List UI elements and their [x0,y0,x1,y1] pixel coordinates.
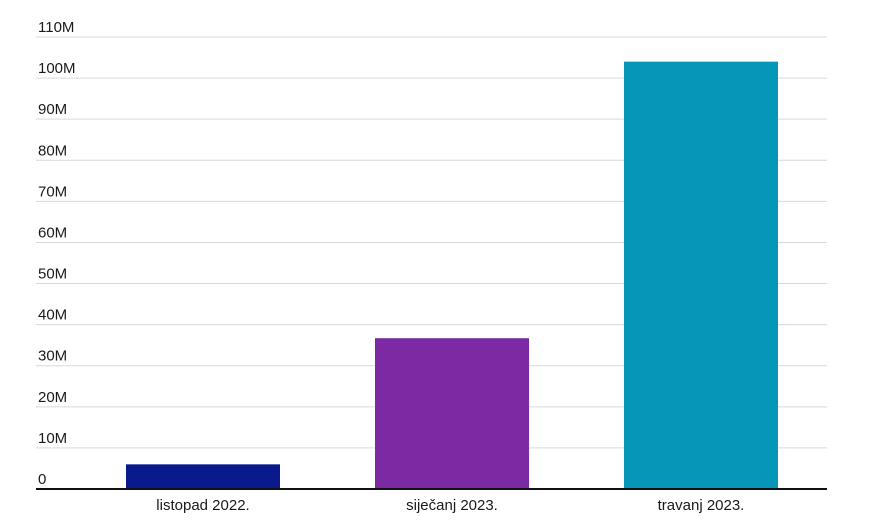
y-tick-label: 90M [38,101,67,118]
y-tick-label: 60M [38,224,67,241]
bars [126,61,778,490]
bar [624,61,778,490]
y-tick-label: 20M [38,389,67,406]
y-tick-label: 110M [38,19,74,36]
y-tick-label: 80M [38,142,67,159]
bar [375,338,529,489]
y-tick-label: 0 [38,471,46,488]
x-category-label: siječanj 2023. [406,497,498,514]
y-tick-label: 30M [38,348,67,365]
y-tick-label: 50M [38,266,67,283]
bar [126,464,280,489]
x-axis-labels: listopad 2022. siječanj 2023. travanj 2023… [156,497,744,514]
x-category-label: travanj 2023. [658,497,745,514]
y-tick-label: 40M [38,307,67,324]
y-axis-ticks: 0 10M 20M 30M 40M 50M 60M 70M 80M 90M 100M 110M [38,19,76,488]
y-tick-label: 10M [38,430,67,447]
y-tick-label: 100M [38,60,76,77]
x-category-label: listopad 2022. [156,497,249,514]
y-tick-label: 70M [38,183,67,200]
